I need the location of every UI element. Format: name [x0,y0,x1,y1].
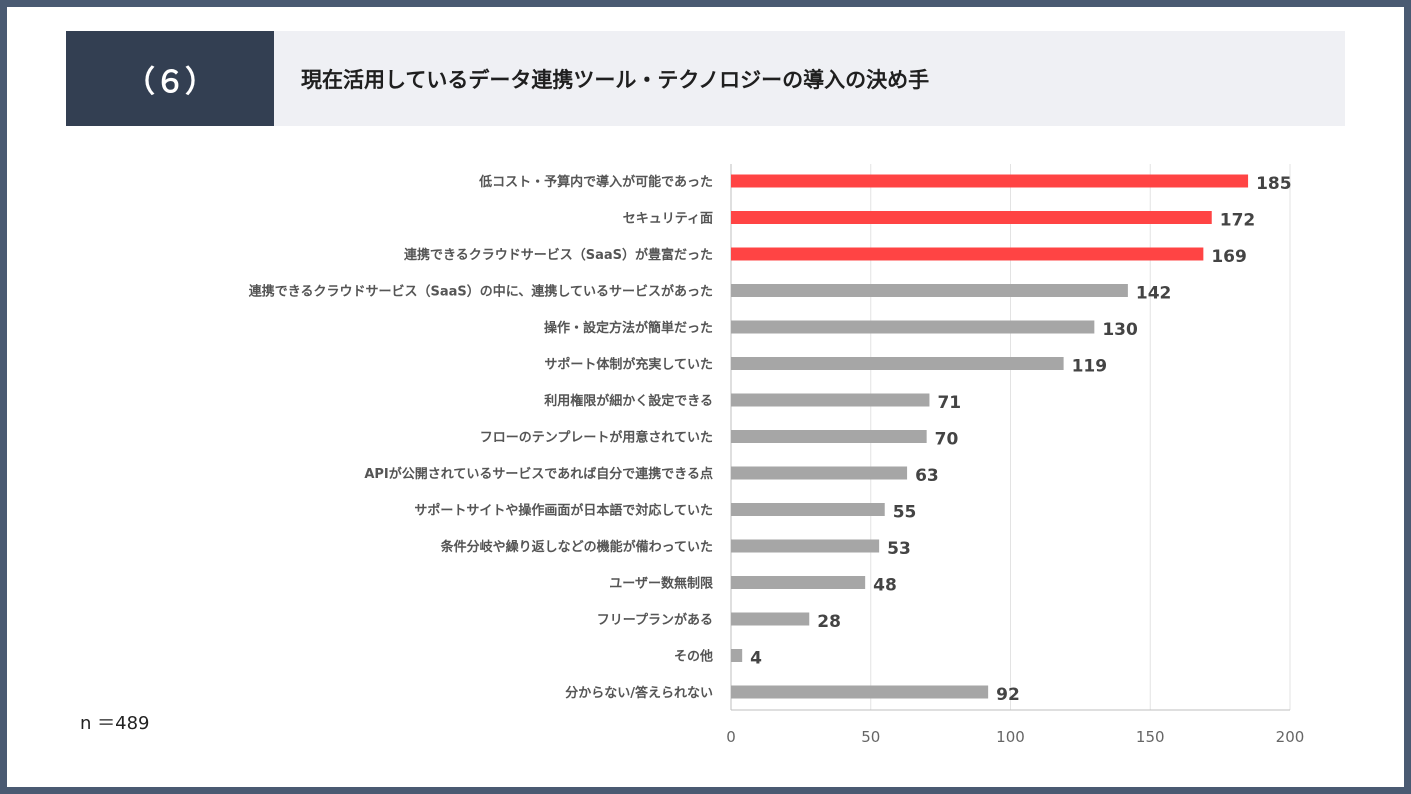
category-label: 条件分岐や繰り返しなどの機能が備わっていた [441,539,713,555]
category-label: 低コスト・予算内で導入が可能であった [478,174,713,190]
value-label: 130 [1102,320,1138,340]
category-labels: 低コスト・予算内で導入が可能であったセキュリティ面連携できるクラウドサービス（S… [249,174,714,701]
category-label: セキュリティ面 [623,212,713,227]
x-tick-label: 50 [861,728,880,746]
value-label: 92 [996,685,1020,705]
bar [731,320,1095,334]
category-label: その他 [674,649,713,665]
bar [731,685,989,699]
value-label: 48 [873,576,897,596]
bar [731,174,1249,188]
value-label: 70 [935,430,959,450]
category-label: ユーザー数無制限 [609,576,714,592]
value-label: 172 [1220,211,1256,231]
x-tick-label: 0 [726,728,736,746]
value-label: 142 [1136,284,1172,304]
category-label: サポート体制が充実していた [544,357,713,373]
category-label: 分からない/答えられない [565,685,713,701]
bar [731,211,1212,224]
bar [731,247,1204,261]
x-axis-ticks: 0 50 100 150 200 [726,728,1304,746]
bar [731,393,930,407]
x-tick-label: 200 [1276,728,1305,746]
value-label: 53 [887,539,911,559]
value-label: 63 [915,466,939,486]
bar [731,430,927,443]
category-label: フリープランがある [597,612,713,628]
category-label: サポートサイトや操作画面が日本語で対応していた [414,503,713,519]
value-label: 55 [893,503,917,523]
bar [731,357,1064,370]
category-label: APIが公開されているサービスであれば自分で連携できる点 [364,466,713,482]
section-number: （６） [66,31,274,126]
category-label: 連携できるクラウドサービス（SaaS）の中に、連携しているサービスがあった [249,284,713,300]
category-label: 操作・設定方法が簡単だった [544,320,713,336]
bar [731,503,885,516]
x-tick-label: 100 [996,728,1025,746]
bar [731,284,1128,297]
page-title: 現在活用しているデータ連携ツール・テクノロジーの導入の決め手 [301,67,930,92]
slide: （６） 現在活用しているデータ連携ツール・テクノロジーの導入の決め手 n ＝48… [7,7,1404,787]
category-label: フローのテンプレートが用意されていた [480,430,713,446]
bar [731,466,908,480]
x-tick-label: 150 [1136,728,1165,746]
title-banner: 現在活用しているデータ連携ツール・テクノロジーの導入の決め手 [274,31,1345,126]
value-label: 185 [1256,174,1292,194]
value-label: 169 [1211,247,1247,267]
category-label: 利用権限が細かく設定できる [544,393,713,409]
value-label: 4 [750,649,762,669]
bar [731,576,866,589]
category-label: 連携できるクラウドサービス（SaaS）が豊富だった [404,247,713,263]
value-label: 71 [937,393,961,413]
bar [731,649,743,662]
value-label: 28 [817,612,841,632]
bar [731,612,810,626]
bar [731,539,880,553]
sample-size-note: n ＝489 [80,713,150,734]
bars [731,174,1249,699]
value-label: 119 [1072,357,1108,377]
